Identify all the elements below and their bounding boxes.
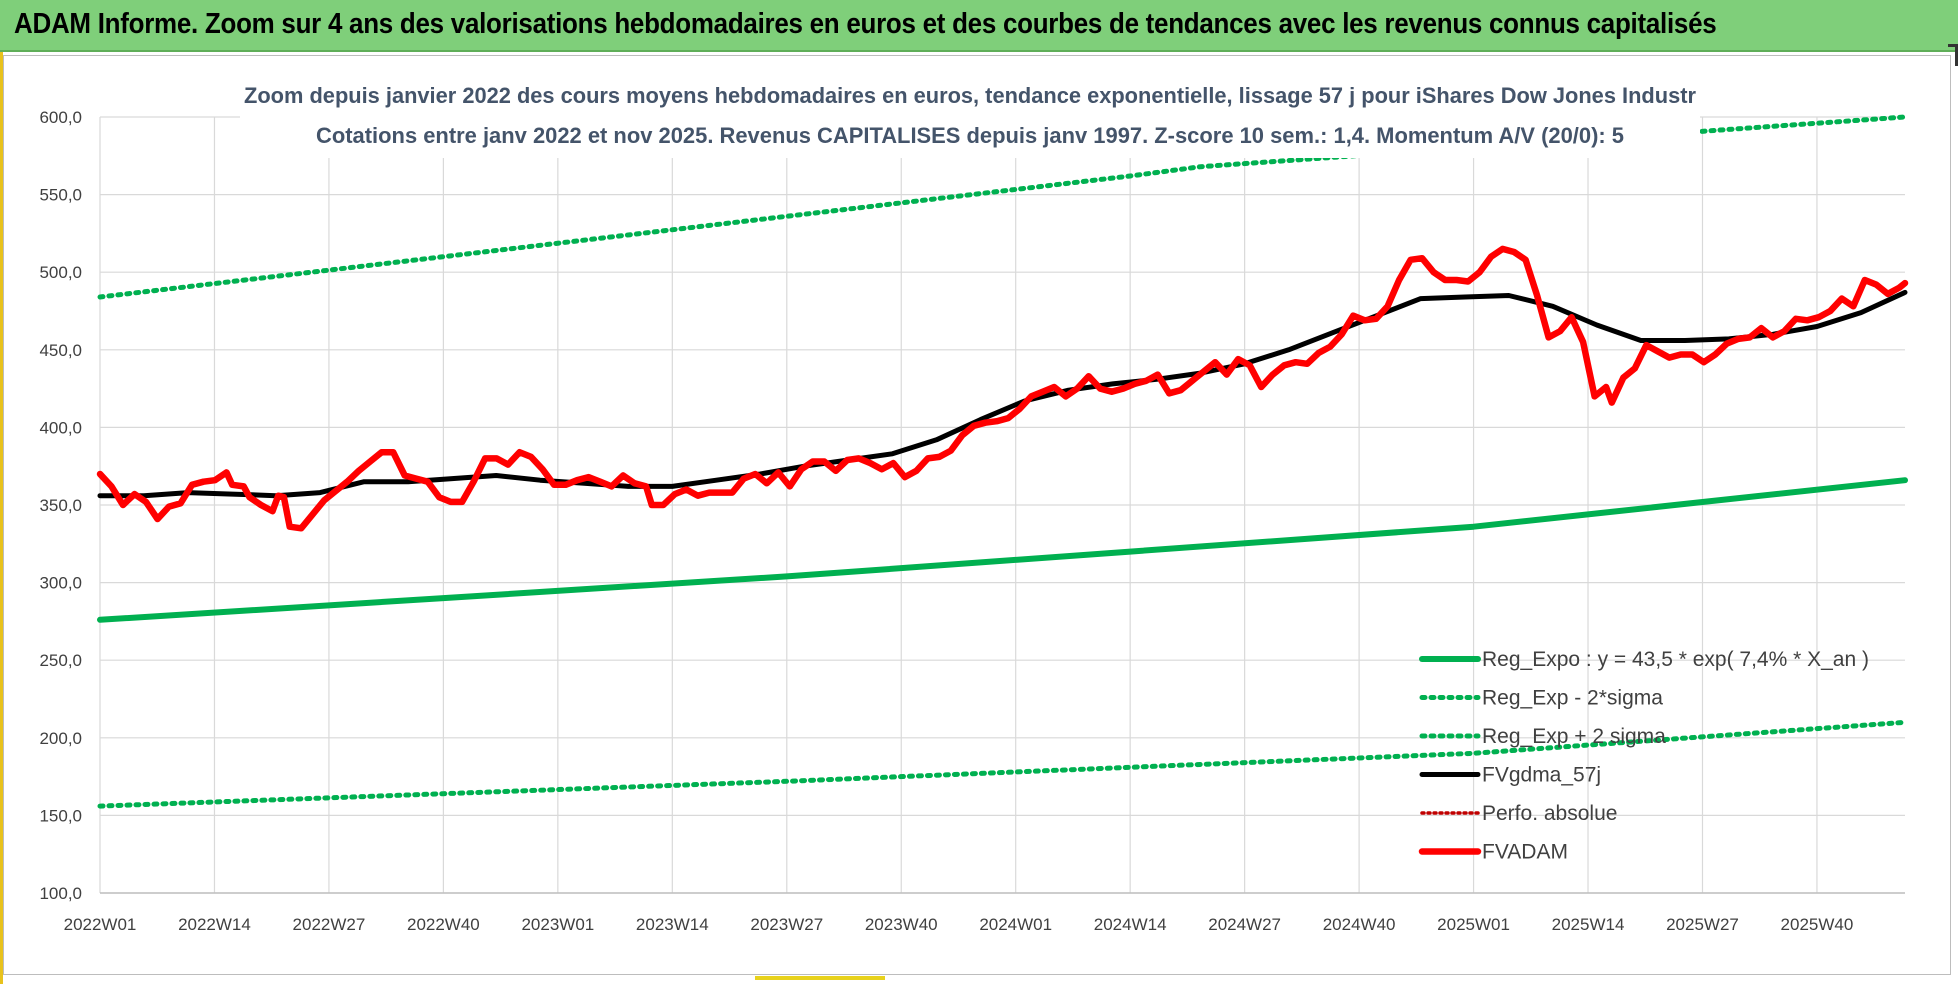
x-tick-label: 2022W27 (293, 915, 366, 934)
x-tick-label: 2023W27 (750, 915, 823, 934)
x-tick-label: 2023W14 (636, 915, 709, 934)
x-tick-label: 2025W27 (1666, 915, 1739, 934)
y-tick-label: 200,0 (39, 729, 82, 748)
y-tick-label: 350,0 (39, 496, 82, 515)
x-tick-label: 2023W01 (521, 915, 594, 934)
x-tick-label: 2022W14 (178, 915, 251, 934)
x-tick-label: 2024W27 (1208, 915, 1281, 934)
legend-label: Perfo. absolue (1482, 802, 1617, 825)
y-tick-label: 400,0 (39, 418, 82, 437)
legend-label: Reg_Exp + 2 sigma (1482, 725, 1666, 748)
legend-label: Reg_Exp - 2*sigma (1482, 687, 1663, 710)
legend-label: FVgdma_57j (1482, 764, 1601, 787)
x-tick-label: 2025W01 (1437, 915, 1510, 934)
y-tick-label: 500,0 (39, 263, 82, 282)
y-tick-label: 250,0 (39, 651, 82, 670)
x-tick-label: 2023W40 (865, 915, 938, 934)
series-line-reg-expo (100, 480, 1905, 620)
x-tick-label: 2022W01 (64, 915, 137, 934)
x-tick-label: 2024W01 (979, 915, 1052, 934)
x-tick-label: 2022W40 (407, 915, 480, 934)
x-tick-label: 2025W14 (1552, 915, 1625, 934)
y-tick-label: 300,0 (39, 574, 82, 593)
x-tick-label: 2024W14 (1094, 915, 1167, 934)
x-tick-label: 2024W40 (1323, 915, 1396, 934)
series-line-fvadam (100, 249, 1905, 528)
chart-title-line1: Zoom depuis janvier 2022 des cours moyen… (244, 83, 1696, 108)
y-tick-label: 600,0 (39, 108, 82, 127)
x-tick-label: 2025W40 (1781, 915, 1854, 934)
legend-label: Reg_Expo : y = 43,5 * exp( 7,4% * X_an ) (1482, 648, 1869, 671)
y-tick-label: 100,0 (39, 884, 82, 903)
y-tick-label: 550,0 (39, 186, 82, 205)
chart-title-line2: Cotations entre janv 2022 et nov 2025. R… (316, 123, 1624, 148)
y-tick-label: 450,0 (39, 341, 82, 360)
y-tick-label: 150,0 (39, 806, 82, 825)
legend-label: FVADAM (1482, 841, 1568, 864)
